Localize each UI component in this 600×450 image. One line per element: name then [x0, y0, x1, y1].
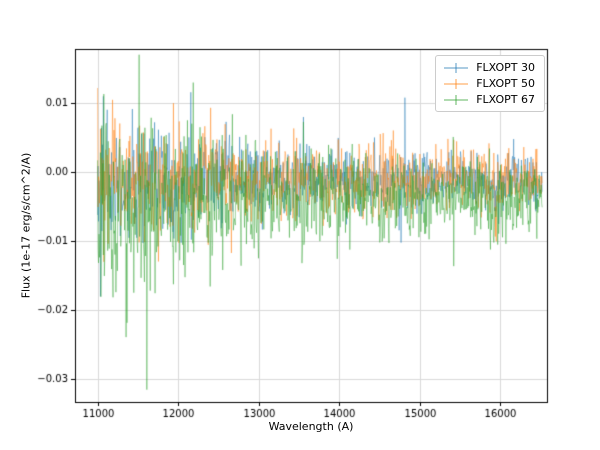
- legend: FLXOPT 30 FLXOPT 50 FLXOPT 67: [435, 55, 545, 112]
- legend-label: FLXOPT 50: [476, 77, 535, 90]
- legend-item: FLXOPT 67: [443, 93, 535, 106]
- y-axis-label: Flux (1e-17 erg/s/cm^2/A): [19, 152, 33, 299]
- legend-line-swatch-icon: [444, 78, 469, 89]
- legend-label: FLXOPT 67: [476, 93, 535, 106]
- legend-line-swatch-icon: [444, 94, 469, 105]
- legend-item: FLXOPT 30: [443, 61, 535, 74]
- legend-label: FLXOPT 30: [476, 61, 535, 74]
- legend-line-swatch-icon: [444, 62, 469, 73]
- legend-item: FLXOPT 50: [443, 77, 535, 90]
- x-axis-label: Wavelength (A): [268, 420, 354, 433]
